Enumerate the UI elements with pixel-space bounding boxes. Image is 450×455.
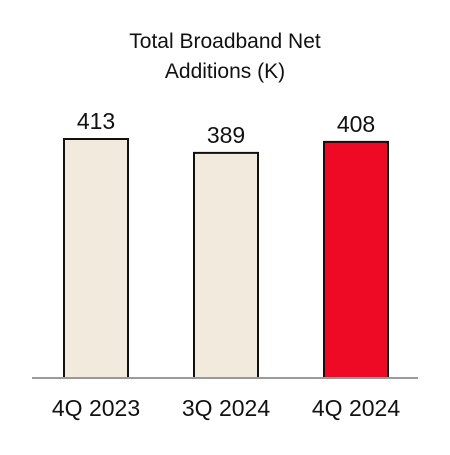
data-labels: 413 389 408 — [77, 108, 375, 148]
bar-4q-2024 — [323, 140, 389, 379]
chart-title-line-1: Total Broadband Net — [129, 30, 321, 53]
x-tick-label: 4Q 2024 — [312, 395, 400, 421]
bar-4q-2023 — [63, 138, 129, 379]
data-label: 389 — [207, 122, 245, 148]
data-label: 408 — [337, 111, 375, 137]
data-label: 413 — [77, 108, 115, 134]
x-tick-labels: 4Q 2023 3Q 2024 4Q 2024 — [52, 395, 400, 421]
bars — [63, 138, 389, 379]
x-tick-label: 3Q 2024 — [182, 395, 270, 421]
chart-title-line-2: Additions (K) — [165, 60, 285, 83]
x-tick-label: 4Q 2023 — [52, 395, 140, 421]
chart-title: Total Broadband Net Additions (K) — [129, 30, 321, 83]
bar-3q-2024 — [193, 151, 259, 379]
